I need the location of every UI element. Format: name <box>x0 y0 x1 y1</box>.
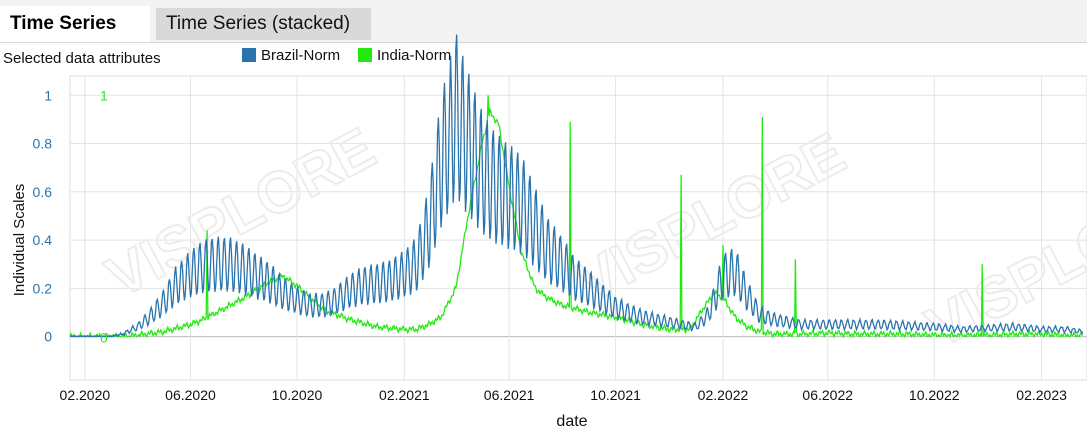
x-tick-label: 10.2021 <box>590 387 641 403</box>
y-tick-label: 0.2 <box>33 280 53 296</box>
secondary-y-tick-top: 1 <box>100 87 108 103</box>
x-tick-label: 06.2020 <box>165 387 216 403</box>
x-tick-label: 10.2022 <box>909 387 960 403</box>
x-tick-label: 02.2022 <box>698 387 749 403</box>
y-tick-label: 0.6 <box>33 184 53 200</box>
x-tick-label: 06.2022 <box>802 387 853 403</box>
tab-time-series-stacked[interactable]: Time Series (stacked) <box>156 8 371 40</box>
series-line-india <box>69 95 1084 339</box>
legend-label-india: India-Norm <box>377 47 452 64</box>
legend-swatch-brazil <box>242 48 256 62</box>
series-line-brazil <box>69 34 1084 338</box>
y-tick-label: 0.8 <box>33 136 53 152</box>
x-tick-label: 02.2023 <box>1016 387 1067 403</box>
tab-bar: Time Series Time Series (stacked) <box>0 0 1087 43</box>
x-tick-label: 10.2020 <box>272 387 323 403</box>
x-tick-label: 02.2020 <box>60 387 111 403</box>
x-axis-title: date <box>556 413 587 430</box>
y-tick-label: 1 <box>44 87 52 103</box>
y-tick-label: 0.4 <box>33 232 53 248</box>
secondary-y-tick-bottom: 0 <box>100 330 108 346</box>
tab-time-series[interactable]: Time Series <box>0 6 150 42</box>
y-tick-label: 0 <box>44 329 52 345</box>
legend-label-brazil: Brazil-Norm <box>261 47 341 64</box>
legend-swatch-india <box>358 48 372 62</box>
selected-attributes-label: Selected data attributes <box>3 50 161 67</box>
x-tick-label: 06.2021 <box>484 387 535 403</box>
y-axis-title: Individual Scales <box>11 184 28 297</box>
legend-item-brazil[interactable]: Brazil-Norm <box>242 47 340 64</box>
x-tick-label: 02.2021 <box>379 387 430 403</box>
legend-item-india[interactable]: India-Norm <box>358 47 451 64</box>
